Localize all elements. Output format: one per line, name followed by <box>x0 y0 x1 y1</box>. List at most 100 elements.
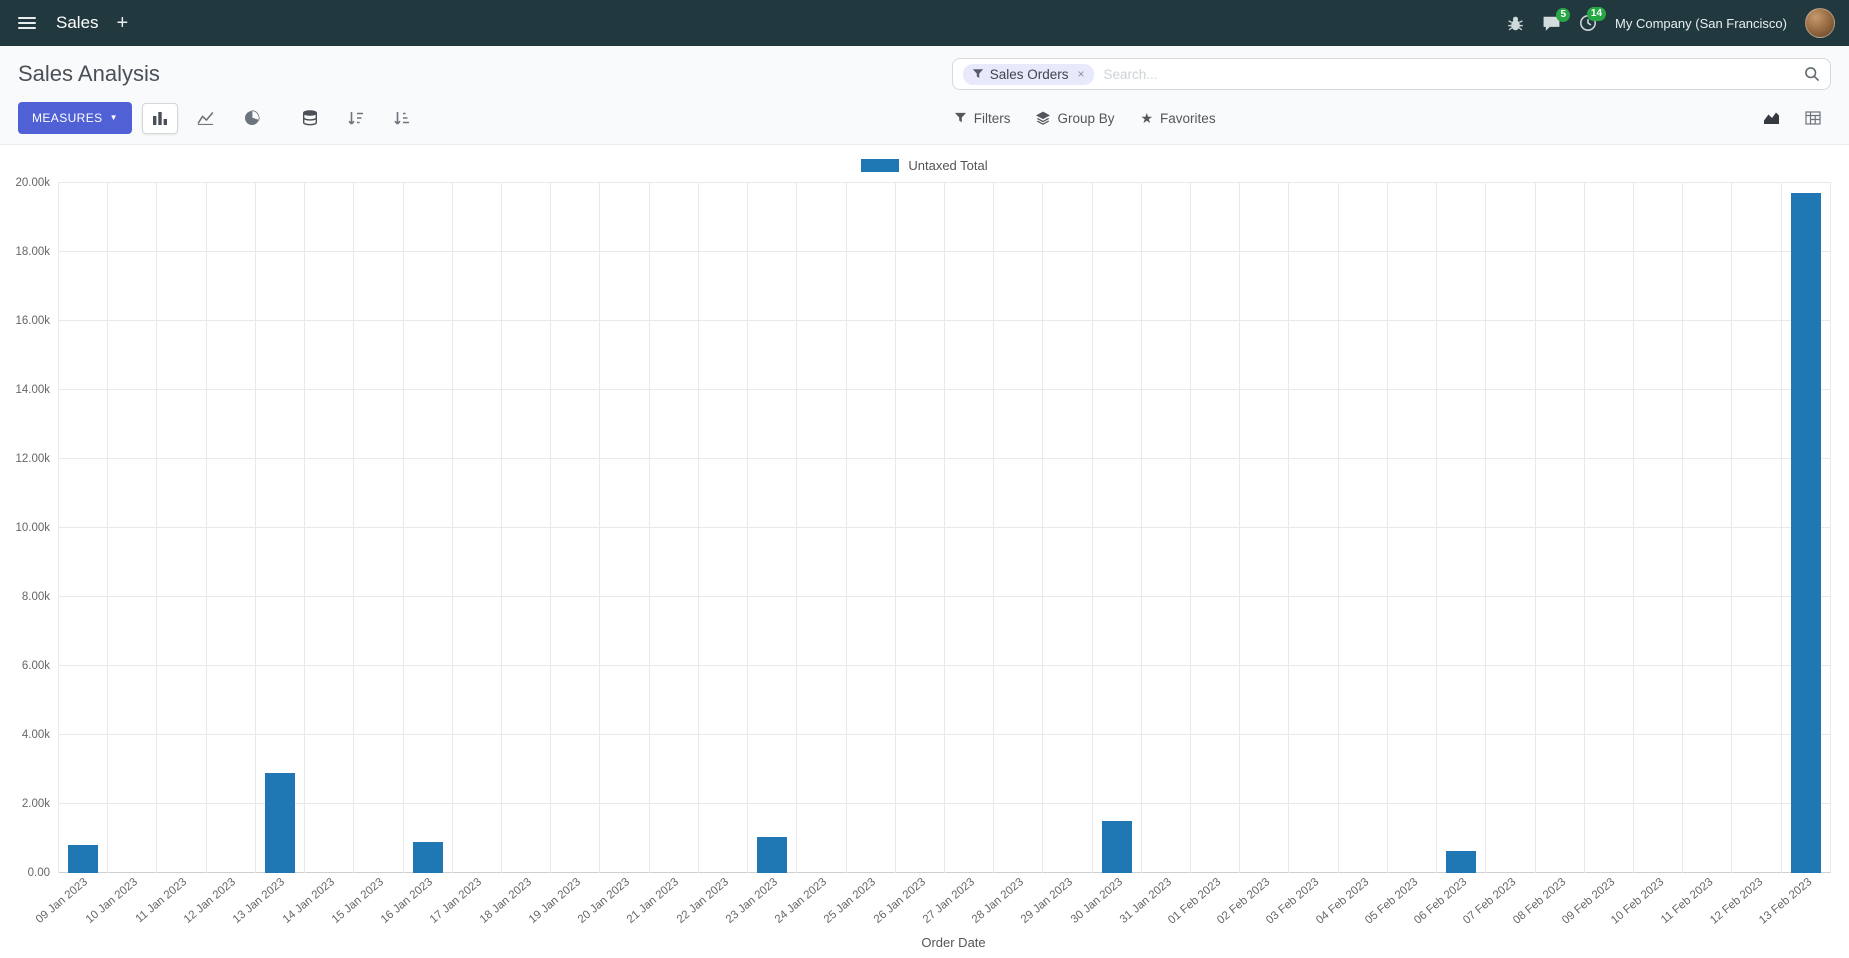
chart-column <box>699 183 749 873</box>
messages-badge: 5 <box>1556 7 1571 22</box>
chart-column <box>1093 183 1142 873</box>
area-chart-icon <box>1763 112 1779 124</box>
search-input[interactable] <box>1101 65 1796 83</box>
messages-icon[interactable]: 5 <box>1542 7 1571 32</box>
pivot-view-button[interactable] <box>1795 103 1831 134</box>
bar-chart-icon <box>152 112 167 125</box>
chart-column <box>1486 183 1536 873</box>
app-name[interactable]: Sales <box>56 13 99 32</box>
y-tick-label: 10.00k <box>15 522 50 534</box>
pie-chart-button[interactable] <box>234 103 270 134</box>
y-tick-label: 6.00k <box>21 660 50 672</box>
legend-label: Untaxed Total <box>908 157 988 173</box>
y-tick-label: 18.00k <box>15 246 50 258</box>
chart-column <box>797 183 847 873</box>
bar-13-jan-2023[interactable] <box>265 772 295 873</box>
chart-column <box>207 183 256 873</box>
filter-icon <box>954 112 966 123</box>
chart-column <box>748 183 798 873</box>
search-facet[interactable]: Sales Orders × <box>962 63 1094 85</box>
x-tick-label: 19 Jan 2023 <box>526 876 583 926</box>
graph-view-button[interactable] <box>1753 103 1789 134</box>
x-tick-label: 02 Feb 2023 <box>1215 876 1273 927</box>
bar-06-feb-2023[interactable] <box>1446 850 1477 873</box>
x-tick-label: 25 Jan 2023 <box>822 876 879 926</box>
user-avatar[interactable] <box>1805 8 1835 38</box>
chart-column <box>59 183 109 873</box>
plus-icon[interactable]: + <box>116 12 129 34</box>
x-tick-label: 14 Jan 2023 <box>280 876 337 926</box>
bar-16-jan-2023[interactable] <box>412 841 443 873</box>
chart-column <box>650 183 699 873</box>
x-tick-label: 11 Feb 2023 <box>1659 876 1716 927</box>
stacked-icon <box>302 110 317 126</box>
y-tick-label: 16.00k <box>15 315 50 327</box>
chart-column <box>502 183 552 873</box>
chart-column <box>354 183 404 873</box>
chart-column <box>600 183 650 873</box>
chart-column <box>551 183 601 873</box>
bar-13-feb-2023[interactable] <box>1790 193 1821 873</box>
sort-asc-button[interactable] <box>384 103 420 134</box>
chart-column <box>1683 183 1733 873</box>
x-axis-labels: 09 Jan 2023 10 Jan 2023 11 Jan 2023 12 Jan … <box>34 873 1831 935</box>
x-tick-label: 15 Jan 2023 <box>329 876 386 926</box>
measures-button[interactable]: MEASURES ▼ <box>18 102 132 134</box>
chart-column <box>1634 183 1684 873</box>
x-tick-label: 07 Feb 2023 <box>1461 876 1519 927</box>
activities-badge: 14 <box>1586 7 1607 21</box>
x-tick-label: 18 Jan 2023 <box>477 876 534 926</box>
stacked-toggle-button[interactable] <box>292 103 328 134</box>
bar-09-jan-2023[interactable] <box>68 845 99 873</box>
chart-column <box>1191 183 1241 873</box>
x-tick-label: 24 Jan 2023 <box>772 876 830 926</box>
filters-button[interactable]: Filters <box>952 107 1013 130</box>
x-tick-label: 01 Feb 2023 <box>1165 876 1224 927</box>
y-tick-label: 14.00k <box>15 384 50 396</box>
chevron-down-icon: ▼ <box>109 113 118 122</box>
search-bar[interactable]: Sales Orders × <box>951 58 1831 90</box>
x-tick-label: 26 Jan 2023 <box>871 876 928 926</box>
apps-menu-icon[interactable] <box>14 13 40 33</box>
pie-chart-icon <box>244 110 260 125</box>
facet-remove-icon[interactable]: × <box>1077 67 1085 81</box>
chart-column <box>847 183 896 873</box>
debug-bug-icon[interactable] <box>1507 15 1524 32</box>
activities-clock-icon[interactable]: 14 <box>1579 7 1607 32</box>
x-tick-label: 13 Feb 2023 <box>1756 876 1815 927</box>
chart-column <box>108 183 158 873</box>
chart-column <box>1339 183 1388 873</box>
chart-column <box>453 183 502 873</box>
x-tick-label: 30 Jan 2023 <box>1068 876 1125 926</box>
control-panel: Sales Analysis Sales Orders × MEASURES▼ <box>0 46 1849 145</box>
chart-column <box>305 183 355 873</box>
chart-column <box>896 183 945 873</box>
sort-desc-button[interactable] <box>338 103 374 134</box>
chart-column <box>157 183 207 873</box>
search-facet-label: Sales Orders <box>989 66 1069 82</box>
y-tick-label: 2.00k <box>21 798 50 810</box>
x-tick-label: 04 Feb 2023 <box>1313 876 1371 927</box>
bar-chart-button[interactable] <box>141 102 178 134</box>
x-tick-label: 09 Jan 2023 <box>34 876 91 926</box>
company-switcher[interactable]: My Company (San Francisco) <box>1615 15 1787 31</box>
group-by-button[interactable]: Group By <box>1034 107 1116 130</box>
search-icon[interactable] <box>1804 66 1820 82</box>
x-tick-label: 23 Jan 2023 <box>723 876 780 926</box>
y-tick-label: 8.00k <box>21 591 50 603</box>
layers-icon <box>1036 111 1051 125</box>
favorites-button[interactable]: ★ Favorites <box>1138 107 1217 130</box>
x-tick-label: 09 Feb 2023 <box>1559 876 1618 927</box>
x-axis-title: Order Date <box>921 935 986 950</box>
plot-columns <box>58 183 1831 873</box>
x-tick-label: 21 Jan 2023 <box>625 876 682 926</box>
bar-23-jan-2023[interactable] <box>757 836 788 873</box>
chart-column <box>1782 183 1831 873</box>
chart-column <box>1437 183 1487 873</box>
chart-column <box>994 183 1044 873</box>
x-tick-label: 13 Jan 2023 <box>231 876 288 926</box>
line-chart-button[interactable] <box>188 103 224 134</box>
chart-column <box>1536 183 1585 873</box>
chart-column <box>1142 183 1192 873</box>
bar-30-jan-2023[interactable] <box>1101 821 1132 873</box>
